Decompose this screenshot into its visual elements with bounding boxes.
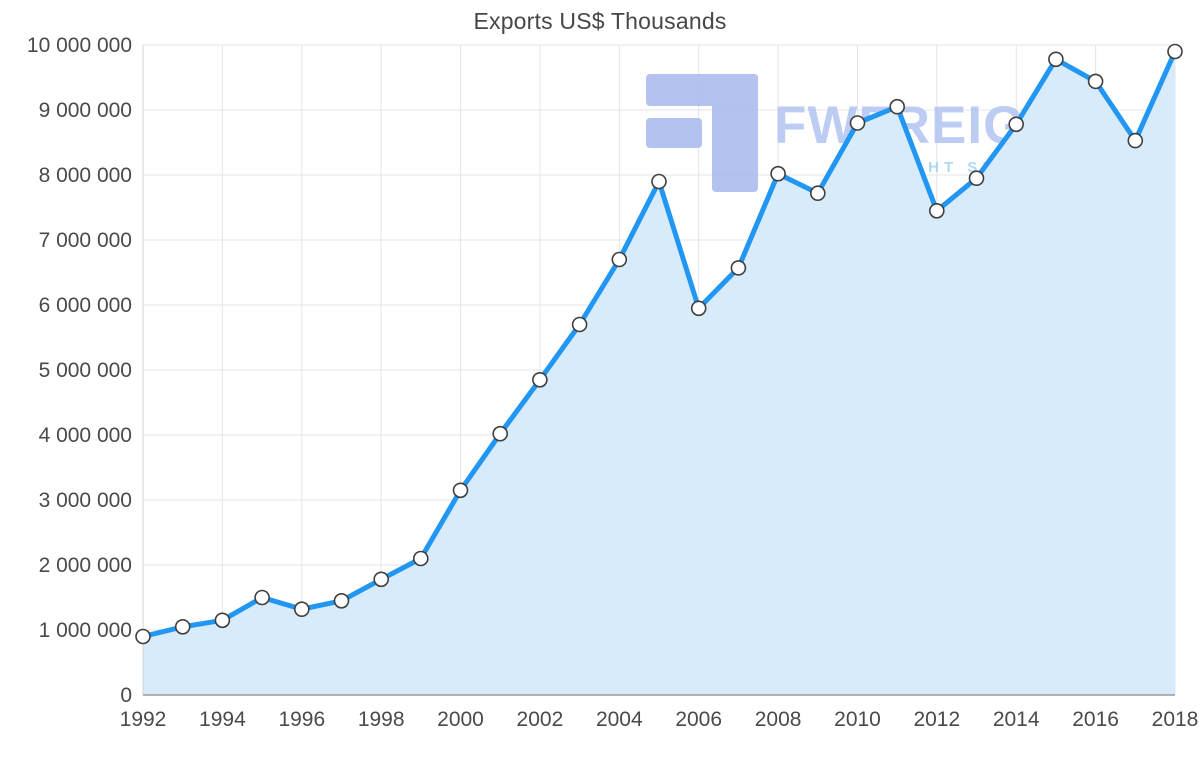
x-tick-label: 1992: [120, 708, 167, 731]
x-tick-label: 1994: [199, 708, 246, 731]
x-tick-label: 2006: [675, 708, 722, 731]
x-tick-label: 2002: [517, 708, 564, 731]
data-point-marker: [1087, 73, 1104, 90]
y-tick-label: 2 000 000: [39, 554, 132, 577]
x-tick-label: 2008: [755, 708, 802, 731]
data-point-marker: [333, 592, 350, 609]
data-point-marker: [373, 571, 390, 588]
data-point-marker: [254, 589, 270, 606]
y-tick-label: 8 000 000: [39, 164, 132, 187]
y-tick-label: 4 000 000: [39, 424, 132, 447]
data-point-marker: [889, 98, 906, 115]
data-point-marker: [611, 251, 628, 268]
data-point-marker: [730, 260, 747, 276]
data-point-marker: [492, 425, 509, 442]
x-axis-labels: 1992 1994 1996 1998 2000 2002 2004 2006 2008 2010…: [120, 708, 1199, 731]
data-point-marker: [174, 618, 191, 635]
watermark-logo-icon: [646, 74, 758, 192]
x-tick-label: 2004: [596, 708, 643, 731]
data-point-marker: [452, 482, 469, 499]
x-tick-label: 2010: [834, 708, 881, 731]
y-tick-label: 6 000 000: [39, 294, 132, 317]
data-point-marker: [651, 173, 667, 190]
data-point-marker: [532, 371, 548, 388]
y-tick-label: 5 000 000: [39, 359, 132, 382]
data-point-marker: [1127, 132, 1144, 149]
x-tick-label: 1996: [278, 708, 325, 731]
y-tick-label: 9 000 000: [39, 99, 132, 122]
data-point-marker: [968, 170, 985, 186]
data-point-marker: [809, 185, 826, 201]
chart-title: Exports US$ Thousands: [473, 8, 727, 34]
y-tick-label: 7 000 000: [39, 229, 132, 252]
data-point-marker: [1167, 43, 1183, 60]
x-tick-label: 2014: [993, 708, 1040, 731]
data-point-marker: [690, 300, 707, 317]
data-point-marker: [770, 165, 786, 182]
data-point-marker: [214, 612, 231, 629]
data-point-marker: [1008, 116, 1025, 133]
data-point-marker: [1048, 51, 1064, 68]
data-points: [135, 43, 1183, 645]
y-tick-label: 1 000 000: [39, 619, 132, 642]
data-point-marker: [928, 203, 945, 219]
data-point-marker: [849, 115, 866, 131]
data-point-marker: [293, 601, 310, 618]
watermark-logo-bar: [646, 118, 702, 148]
x-tick-label: 2000: [437, 708, 484, 731]
y-tick-label: 3 000 000: [39, 489, 132, 512]
x-tick-label: 2012: [913, 708, 960, 731]
x-tick-label: 2016: [1072, 708, 1119, 731]
x-tick-label: 1998: [358, 708, 405, 731]
y-tick-label: 10 000 000: [27, 34, 132, 57]
x-tick-label: 2018: [1152, 708, 1199, 731]
data-point-marker: [135, 628, 151, 645]
series-area: [143, 51, 1175, 695]
data-point-marker: [571, 316, 588, 333]
y-axis-labels: 0 1 000 000 2 000 000 3 000 000 4 000 000 5 0…: [27, 34, 132, 707]
watermark-logo-bar: [712, 74, 758, 192]
y-tick-label: 0: [120, 684, 132, 707]
data-point-marker: [412, 550, 429, 567]
